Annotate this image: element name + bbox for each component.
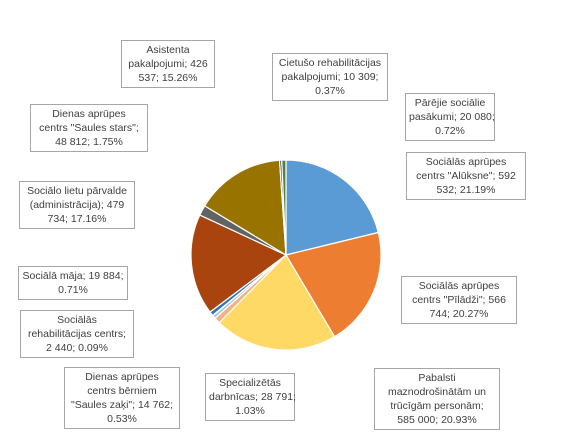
pie-slice-socialo-lietu-parvalde-administracija <box>190 214 288 313</box>
data-label-dienas-aprupes-centrs-saules-stars: Dienas aprūpes centrs "Saules stars"; 48 8… <box>30 104 148 152</box>
data-label-line: 2 440; 0.09% <box>46 342 108 354</box>
data-label-specializetas-darbnicas: Specializētās darbnīcas; 28 791; 1.03% <box>205 373 296 421</box>
data-label-socialas-aprupes-centrs-piladzi: Sociālās aprūpes centrs "Pīlādži"; 566 744… <box>401 276 517 324</box>
data-label-line: Dienas aprūpes <box>52 108 126 120</box>
data-label-line: Pabalsti <box>418 372 456 384</box>
data-label-line: 0.53% <box>107 413 137 425</box>
data-label-line: 585 000; 20.93% <box>397 414 477 426</box>
data-label-line: Sociālā māja; 19 884; <box>22 270 124 282</box>
data-label-dienas-aprupes-centrs-berniem-saules-zaki: Dienas aprūpes centrs bērniem "Saules zaķi… <box>64 367 180 429</box>
data-label-line: Sociālo lietu pārvalde <box>27 185 127 197</box>
data-label-line: pasākumi; 20 080; <box>409 111 495 123</box>
data-label-line: centrs bērniem <box>87 385 157 397</box>
data-label-line: (administrācija); 479 <box>29 199 125 211</box>
data-label-line: 0.37% <box>315 85 345 97</box>
data-label-line: centrs "Pīlādži"; 566 <box>412 294 506 306</box>
data-label-line: 744; 20.27% <box>429 308 489 320</box>
data-label-line: Sociālās aprūpes <box>425 156 507 168</box>
pie-slice-pabalsti-maznodrosinatam-un-trucigam-personam <box>218 254 336 351</box>
pie-slice-socialas-aprupes-centrs-aluksne <box>285 159 380 256</box>
pie-slice-socialas-aprupes-centrs-piladzi <box>285 231 382 338</box>
data-label-line: 0.71% <box>58 284 88 296</box>
data-label-socialas-rehabilitacijas-centrs: Sociālās rehabilitācijas centrs; 2 440; 0.… <box>20 310 134 358</box>
data-label-line: "Saules zaķi"; 14 762; <box>70 399 174 411</box>
data-label-line: Sociālās <box>57 314 97 326</box>
data-label-pabalsti-maznodrosinatam-un-trucigam-personam: Pabalsti maznodrošinātām un trūcīgām perso… <box>374 368 500 430</box>
data-label-line: centrs "Saules stars"; <box>39 122 139 134</box>
data-label-line: darbnīcas; 28 791; <box>209 391 296 403</box>
data-label-line: 0.72% <box>435 125 465 137</box>
data-label-line: pakalpojumi; 10 309; <box>281 71 379 83</box>
data-label-line: rehabilitācijas centrs; <box>27 328 127 340</box>
data-label-line: 48 812; 1.75% <box>55 136 123 148</box>
data-label-cietuso-rehabilitacijas-pakalpojumi: Cietušo rehabilitācijas pakalpojumi; 10 3… <box>272 53 388 101</box>
data-label-parejie-socialie-pasakumi: Pārējie sociālie pasākumi; 20 080; 0.72% <box>405 93 495 141</box>
data-label-socialas-aprupes-centrs-aluksne: Sociālās aprūpes centrs "Alūksne"; 592 532… <box>406 152 526 200</box>
data-label-line: trūcīgām personām; <box>390 400 484 412</box>
data-label-socialo-lietu-parvalde-administracija: Sociālo lietu pārvalde (administrācija); … <box>19 181 135 229</box>
data-label-line: centrs "Alūksne"; 592 <box>416 170 516 182</box>
data-label-line: Specializētās <box>219 377 281 389</box>
data-label-line: Cietušo rehabilitācijas <box>278 57 382 69</box>
data-label-line: 537; 15.26% <box>138 72 198 84</box>
data-label-line: 734; 17.16% <box>47 213 107 225</box>
data-label-line: pakalpojumi; 426 <box>128 58 208 70</box>
data-label-line: 532; 21.19% <box>436 184 496 196</box>
data-label-line: Dienas aprūpes <box>85 371 159 383</box>
data-label-line: Pārējie sociālie <box>414 97 486 109</box>
data-label-line: Sociālās aprūpes <box>418 280 500 292</box>
data-label-sociala-maja: Sociālā māja; 19 884; 0.71% <box>18 266 128 300</box>
pie-slice-asistenta-pakalpojumi <box>203 159 287 257</box>
data-label-line: 1.03% <box>235 405 265 417</box>
data-label-asistenta-pakalpojumi: Asistenta pakalpojumi; 426 537; 15.26% <box>121 40 215 88</box>
data-label-line: Asistenta <box>146 44 190 56</box>
pie-slice-parejie-socialie-pasakumi <box>281 159 287 256</box>
data-label-line: maznodrošinātām un <box>387 386 487 398</box>
